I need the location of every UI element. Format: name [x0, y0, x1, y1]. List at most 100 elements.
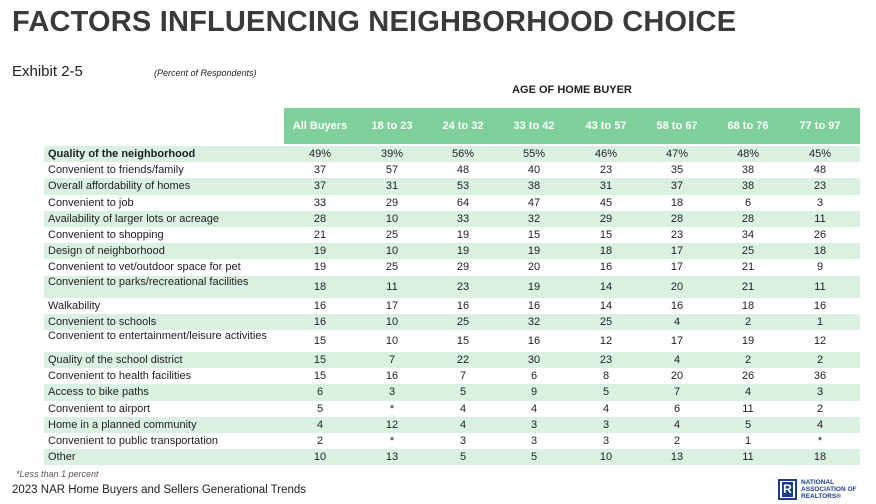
table-cell: 14	[599, 299, 613, 312]
row-label: Quality of the neighborhood	[48, 148, 196, 161]
table-cell: 10	[313, 451, 327, 464]
table-cell: 21	[741, 280, 755, 293]
logo-mark-letter: R	[782, 482, 793, 497]
table-cell: 47	[527, 196, 541, 209]
table-row: Quality of the neighborhood 49% 39% 56% 55% 4…	[44, 146, 860, 163]
table-cell: 48	[813, 164, 827, 177]
row-label: Convenient to parks/recreational facilit…	[48, 275, 249, 288]
table-cell: 15	[456, 335, 470, 347]
table-cell: 26	[741, 370, 755, 383]
row-label: Convenient to job	[48, 196, 134, 209]
table-cell: 33	[313, 196, 327, 209]
row-label: Convenient to airport	[48, 402, 151, 415]
table-cell: 18	[813, 245, 827, 258]
table-cell: 16	[456, 299, 470, 312]
table-cell: 23	[599, 354, 613, 367]
footnote: *Less than 1 percent	[16, 469, 99, 479]
table-row: Convenient to friends/family 37 57 48 40 23 35…	[44, 162, 860, 178]
table-cell: 29	[385, 196, 399, 209]
table-cell: *	[389, 435, 395, 448]
realtor-r-icon: R	[778, 479, 797, 500]
table-row: Convenient to public transportation 2 * 3 3 3…	[44, 433, 860, 449]
table-cell: 46%	[594, 148, 618, 161]
table-cell: 25	[741, 245, 755, 258]
table-cell: 12	[599, 335, 613, 347]
table-cell: 4	[459, 418, 467, 431]
table-cell: 11	[742, 402, 754, 415]
row-label: Convenient to schools	[48, 315, 157, 328]
table-cell: 19	[456, 229, 470, 242]
table-cell: 21	[741, 261, 755, 274]
table-cell: 19	[313, 245, 327, 258]
table-cell: 25	[456, 315, 470, 328]
column-header-band	[284, 108, 860, 144]
table-cell: *	[389, 402, 395, 415]
table-cell: 39%	[380, 148, 404, 161]
row-label: Convenient to shopping	[48, 229, 164, 242]
table-cell: 28	[670, 212, 684, 225]
table-cell: 64	[456, 196, 470, 209]
table-cell: 17	[385, 299, 399, 312]
table-cell: 6	[530, 370, 538, 383]
table-cell: 15	[599, 229, 613, 242]
table-cell: 10	[599, 451, 613, 464]
table-row: Home in a planned community 4 12 4 3 3 4 5 4	[44, 416, 860, 433]
table-cell: 53	[456, 180, 470, 193]
table-cell: 1	[744, 435, 752, 448]
table-cell: 13	[385, 451, 399, 464]
table-cell: 2	[673, 435, 681, 448]
table-cell: 32	[527, 315, 541, 328]
column-header: 18 to 23	[371, 120, 413, 132]
table-cell: 18	[813, 451, 827, 464]
table-cell: 3	[459, 435, 467, 448]
table-cell: 22	[456, 354, 470, 367]
table-cell: 55%	[522, 148, 546, 161]
column-header: 68 to 76	[727, 120, 769, 132]
table-cell: 16	[313, 299, 327, 312]
table-row: Overall affordability of homes 37 31 53 38 31…	[44, 178, 860, 195]
table-cell: 16	[813, 299, 827, 312]
age-group-header: AGE OF HOME BUYER	[512, 84, 632, 96]
table-cell: 19	[313, 261, 327, 274]
row-label: Design of neighborhood	[48, 245, 165, 258]
table-cell: 4	[673, 354, 681, 367]
column-header: 58 to 67	[656, 120, 698, 132]
table-row: Convenient to vet/outdoor space for pet 1…	[44, 259, 860, 275]
table-cell: 12	[813, 335, 827, 347]
table-cell: 19	[527, 245, 541, 258]
table-cell: 10	[385, 212, 399, 225]
table-cell: 31	[599, 180, 613, 193]
table-cell: 18	[313, 280, 327, 293]
table-cell: 7	[673, 386, 681, 399]
row-label: Other	[48, 451, 76, 464]
row-label: Convenient to health facilities	[48, 370, 192, 383]
table-cell: 3	[602, 418, 610, 431]
row-label: Convenient to friends/family	[48, 164, 184, 177]
table-cell: 19	[527, 280, 541, 293]
page-title: FACTORS INFLUENCING NEIGHBORHOOD CHOICE	[12, 6, 737, 38]
table-cell: 20	[527, 261, 541, 274]
table-cell: 2	[816, 402, 824, 415]
table-cell: 10	[385, 245, 399, 258]
table-cell: 4	[459, 402, 467, 415]
table-row: Convenient to parks/recreational facilit…	[44, 275, 860, 298]
table-cell: 45%	[808, 148, 832, 161]
table-cell: 14	[599, 280, 613, 293]
table-cell: 15	[313, 354, 327, 367]
table-cell: 8	[602, 370, 610, 383]
table-cell: 48%	[736, 148, 760, 161]
table-cell: 48	[456, 164, 470, 177]
table-cell: 9	[530, 386, 538, 399]
table-cell: 12	[385, 418, 399, 431]
table-cell: 37	[313, 180, 327, 193]
table-cell: 16	[385, 370, 399, 383]
table-cell: 17	[670, 261, 684, 274]
table-cell: 4	[316, 418, 324, 431]
table-cell: 31	[385, 180, 399, 193]
row-label: Convenient to entertainment/leisure acti…	[48, 330, 267, 342]
table-row: Walkability 16 17 16 16 14 16 18 16	[44, 298, 860, 314]
table-cell: 18	[599, 245, 613, 258]
table-cell: 5	[530, 451, 538, 464]
table-cell: 15	[313, 335, 327, 347]
table-cell: 4	[673, 418, 681, 431]
